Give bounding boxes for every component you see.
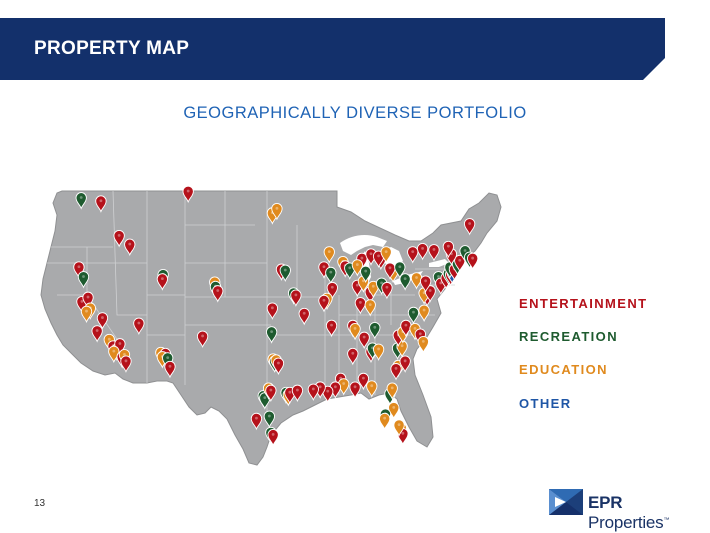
pin-education-78 <box>367 280 379 299</box>
pin-entertainment-118 <box>400 319 412 338</box>
pin-recreation-89 <box>369 322 381 340</box>
pin-education-34 <box>271 203 283 221</box>
page-subtitle: GEOGRAPHICALLY DIVERSE PORTFOLIO <box>183 104 527 122</box>
pin-entertainment-148 <box>463 218 476 236</box>
pin-entertainment-93 <box>347 347 359 366</box>
pin-education-85 <box>364 299 376 317</box>
pin-education-102 <box>366 380 378 398</box>
pin-entertainment-100 <box>349 381 361 399</box>
pin-entertainment-12 <box>91 325 103 343</box>
pin-entertainment-64 <box>326 282 338 300</box>
pin-recreation-72 <box>360 265 372 284</box>
page-number: 13 <box>34 498 46 509</box>
pin-entertainment-40 <box>298 307 310 326</box>
pin-entertainment-147 <box>442 240 455 259</box>
pin-recreation-0 <box>75 192 87 210</box>
pin-entertainment-23 <box>156 273 169 291</box>
pin-entertainment-57 <box>267 429 279 447</box>
logo-wordmark: EPR Properties™ <box>588 493 670 532</box>
pin-entertainment-142 <box>467 252 479 271</box>
pin-entertainment-84 <box>354 297 367 315</box>
pin-entertainment-21 <box>133 317 145 336</box>
property-pins <box>73 185 479 447</box>
pin-entertainment-45 <box>272 357 285 376</box>
pin-entertainment-28 <box>164 360 176 379</box>
pin-education-107 <box>379 412 391 431</box>
pin-entertainment-3 <box>113 230 125 248</box>
pin-recreation-6 <box>77 271 90 289</box>
pin-recreation-54 <box>263 410 275 429</box>
pin-entertainment-2 <box>182 185 194 204</box>
pin-recreation-39 <box>265 326 278 344</box>
pin-recreation-123 <box>407 306 420 325</box>
epr-logo-icon <box>549 489 583 515</box>
pin-entertainment-113 <box>399 355 411 373</box>
pin-entertainment-80 <box>381 282 393 300</box>
legend-recreation: RECREATION <box>519 329 618 344</box>
pin-entertainment-55 <box>250 412 263 431</box>
pin-education-110 <box>393 419 405 437</box>
pin-education-128 <box>410 272 423 290</box>
pin-education-87 <box>349 323 361 341</box>
epr-logo: EPR Properties™ <box>549 489 699 532</box>
pin-entertainment-129 <box>419 275 432 293</box>
pin-entertainment-1 <box>95 195 107 213</box>
page-title: PROPERTY MAP <box>34 38 190 59</box>
pin-entertainment-32 <box>196 330 209 349</box>
pin-education-58 <box>323 246 335 264</box>
title-banner <box>0 18 665 80</box>
pin-entertainment-20 <box>120 355 132 373</box>
pin-entertainment-75 <box>372 250 385 268</box>
pin-entertainment-82 <box>384 262 396 280</box>
legend-education: EDUCATION <box>519 362 608 377</box>
pin-entertainment-66 <box>318 294 330 313</box>
pin-recreation-127 <box>399 273 411 291</box>
pin-entertainment-53 <box>291 384 304 403</box>
pin-entertainment-126 <box>424 285 436 303</box>
pin-entertainment-144 <box>407 246 419 264</box>
property-map <box>35 185 525 475</box>
pin-entertainment-99 <box>307 383 319 402</box>
legend-entertainment: ENTERTAINMENT <box>519 296 648 311</box>
pin-entertainment-67 <box>325 319 338 338</box>
pin-entertainment-97 <box>322 385 334 404</box>
pin-entertainment-88 <box>358 331 370 350</box>
pin-education-122 <box>418 304 430 323</box>
pin-education-10 <box>80 305 93 324</box>
pin-recreation-36 <box>279 264 291 283</box>
pin-entertainment-8 <box>82 291 94 310</box>
pin-education-104 <box>386 382 398 400</box>
pin-recreation-60 <box>325 266 337 285</box>
pin-entertainment-31 <box>212 285 224 303</box>
pin-entertainment-143 <box>416 243 429 261</box>
pin-entertainment-49 <box>265 384 277 403</box>
pin-entertainment-145 <box>428 244 440 262</box>
pin-education-76 <box>380 246 392 264</box>
pin-entertainment-112 <box>390 363 402 381</box>
pin-entertainment-41 <box>266 302 279 320</box>
pin-entertainment-11 <box>96 312 109 330</box>
legend-other: OTHER <box>519 396 572 411</box>
pin-recreation-83 <box>394 261 406 279</box>
pin-education-121 <box>417 336 429 354</box>
pin-entertainment-4 <box>124 238 136 257</box>
pin-entertainment-38 <box>290 289 302 307</box>
pin-entertainment-139 <box>454 254 466 273</box>
pin-education-92 <box>372 343 385 362</box>
